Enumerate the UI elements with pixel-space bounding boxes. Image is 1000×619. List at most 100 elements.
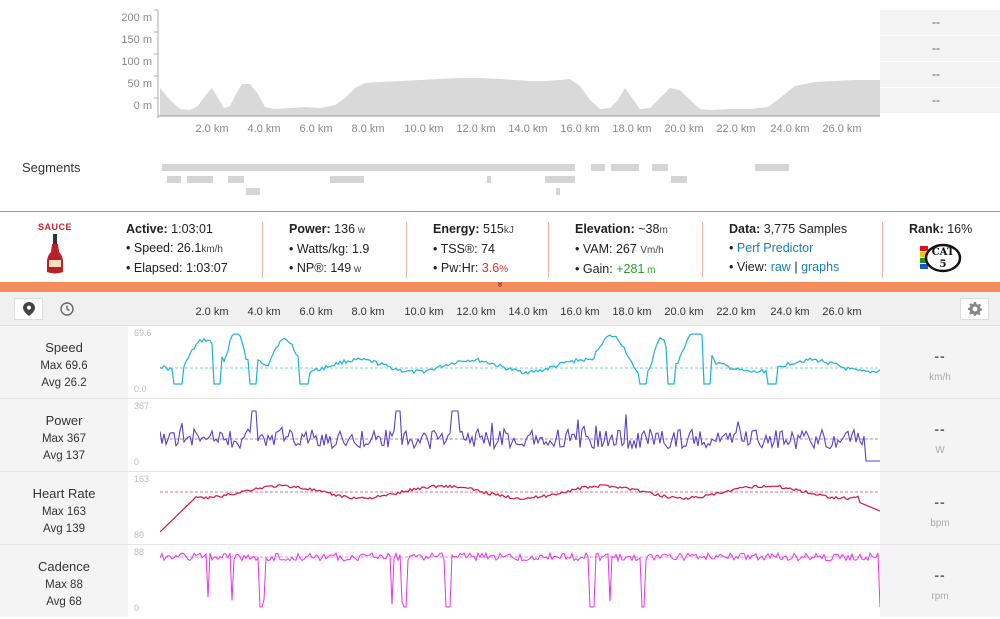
graph-row-speed: Speed Max 69.6 Avg 26.2 69.6 0.0 -- km/h [0,326,1000,399]
elevation-side-cell: -- [880,62,1000,88]
elevation-area [160,78,880,116]
stat-divider [882,222,883,278]
graphs-link[interactable]: graphs [801,260,840,274]
expand-bar[interactable]: » [0,282,1000,292]
elevation-y-label: 50 m [127,78,152,90]
stat-elevation: Elevation: ~38m • VAM: 267 Vm/h • Gain: … [575,222,668,276]
graph-x-label: 26.0 km [822,306,862,318]
speed-graph[interactable] [160,326,880,398]
cat5-badge-icon[interactable]: CAT 5 [918,242,964,279]
stat-active: Active: 1:03:01 • Speed: 26.1km/h • Elap… [126,222,228,275]
svg-text:CAT: CAT [932,247,955,258]
segment-bar[interactable] [652,164,668,171]
elevation-x-label: 4.0 km [247,123,281,135]
elevation-x-label: 2.0 km [195,123,229,135]
segment-bar[interactable] [591,164,605,171]
distance-mode-button[interactable] [14,298,43,320]
stat-divider [548,222,549,278]
graph-row-power: Power Max 367 Avg 137 367 0 -- W [0,399,1000,472]
elevation-plot [154,9,880,118]
elevation-x-label: 14.0 km [508,123,548,135]
graph-x-label: 24.0 km [770,306,810,318]
stat-energy: Energy: 515kJ • TSS®: 74 • Pw:Hr: 3.6% [433,222,514,275]
elevation-x-label: 22.0 km [716,123,756,135]
elevation-x-label: 10.0 km [404,123,444,135]
graph-row-readout: -- W [880,399,1000,471]
elevation-x-label: 8.0 km [351,123,385,135]
segment-bar[interactable] [487,176,491,183]
graph-scale-min: 0 [134,457,140,467]
stats-panel: SAUCE Active: 1:03:01 • Speed: 26.1km/h … [0,211,1000,282]
location-pin-icon [22,302,35,316]
elevation-x-label: 12.0 km [456,123,496,135]
elevation-side-cell: -- [880,10,1000,36]
graph-x-label: 2.0 km [195,306,229,318]
graph-scale-min: 0.0 [134,384,147,394]
graph-x-label: 16.0 km [560,306,600,318]
segment-bar[interactable] [330,176,364,183]
stat-rank: Rank: 16% [909,222,973,236]
settings-button[interactable] [960,298,989,320]
elevation-x-label: 6.0 km [299,123,333,135]
perf-predictor-link[interactable]: Perf Predictor [736,241,814,255]
graph-scale-max: 163 [134,474,150,484]
power-graph[interactable] [160,399,880,471]
graph-row-cadence: Cadence Max 88 Avg 68 88 0 -- rpm [0,545,1000,619]
elevation-x-label: 16.0 km [560,123,600,135]
stat-divider [262,222,263,278]
heart-rate-graph[interactable] [160,472,880,544]
segment-bar[interactable] [228,176,244,183]
svg-text:5: 5 [940,259,947,270]
stat-data: Data: 3,775 Samples • Perf Predictor • V… [729,222,848,274]
graph-row-label: Power Max 367 Avg 137 [0,399,128,471]
segment-bar[interactable] [611,164,639,171]
elevation-x-label: 24.0 km [770,123,810,135]
cadence-graph[interactable] [160,545,880,617]
graph-scale-min: 0 [134,603,140,613]
elevation-side-cell: -- [880,36,1000,62]
graph-row-label: Cadence Max 88 Avg 68 [0,545,128,617]
graph-x-label: 6.0 km [299,306,333,318]
elevation-y-label: 200 m [121,12,152,24]
graph-row-heart-rate: Heart Rate Max 163 Avg 139 163 80 -- bpm [0,472,1000,545]
sauce-logo: SAUCE [30,222,80,279]
segment-bar[interactable] [671,176,687,183]
segment-bar[interactable] [167,176,181,183]
graph-row-label: Speed Max 69.6 Avg 26.2 [0,326,128,398]
graph-row-readout: -- bpm [880,472,1000,544]
clock-icon [59,302,74,316]
stat-power: Power: 136 w • Watts/kg: 1.9 • NP®: 149 … [289,222,370,275]
segment-bar[interactable] [246,188,260,195]
segment-bar[interactable] [187,176,213,183]
graph-x-label: 18.0 km [612,306,652,318]
elevation-x-label: 26.0 km [822,123,862,135]
graph-row-readout: -- km/h [880,326,1000,398]
elevation-side-cell: -- [880,88,1000,114]
raw-link[interactable]: raw [770,260,791,274]
stat-divider [406,222,407,278]
graph-x-label: 22.0 km [716,306,756,318]
sauce-bottle-icon [47,234,63,274]
graph-x-label: 12.0 km [456,306,496,318]
segment-bar[interactable] [556,188,560,195]
graph-row-readout: -- rpm [880,545,1000,617]
stat-divider [702,222,703,278]
segment-bar[interactable] [545,176,575,183]
elevation-y-label: 100 m [121,56,152,68]
segment-bar[interactable] [162,164,575,171]
graph-scale-min: 80 [134,530,145,540]
graph-scale-max: 69.6 [134,328,152,338]
graph-scale-max: 88 [134,547,145,557]
chevron-down-icon[interactable]: » [494,281,506,288]
graph-x-label: 10.0 km [404,306,444,318]
elevation-x-label: 18.0 km [612,123,652,135]
time-mode-button[interactable] [52,298,81,320]
gear-icon [967,302,982,316]
graph-x-label: 20.0 km [664,306,704,318]
graph-x-label: 4.0 km [247,306,281,318]
segments-label: Segments [22,160,81,175]
elevation-x-label: 20.0 km [664,123,704,135]
graph-toolbar: 2.0 km 4.0 km 6.0 km 8.0 km 10.0 km 12.0… [0,292,1000,326]
segment-bar[interactable] [755,164,789,171]
elevation-y-label: 0 m [133,100,152,112]
